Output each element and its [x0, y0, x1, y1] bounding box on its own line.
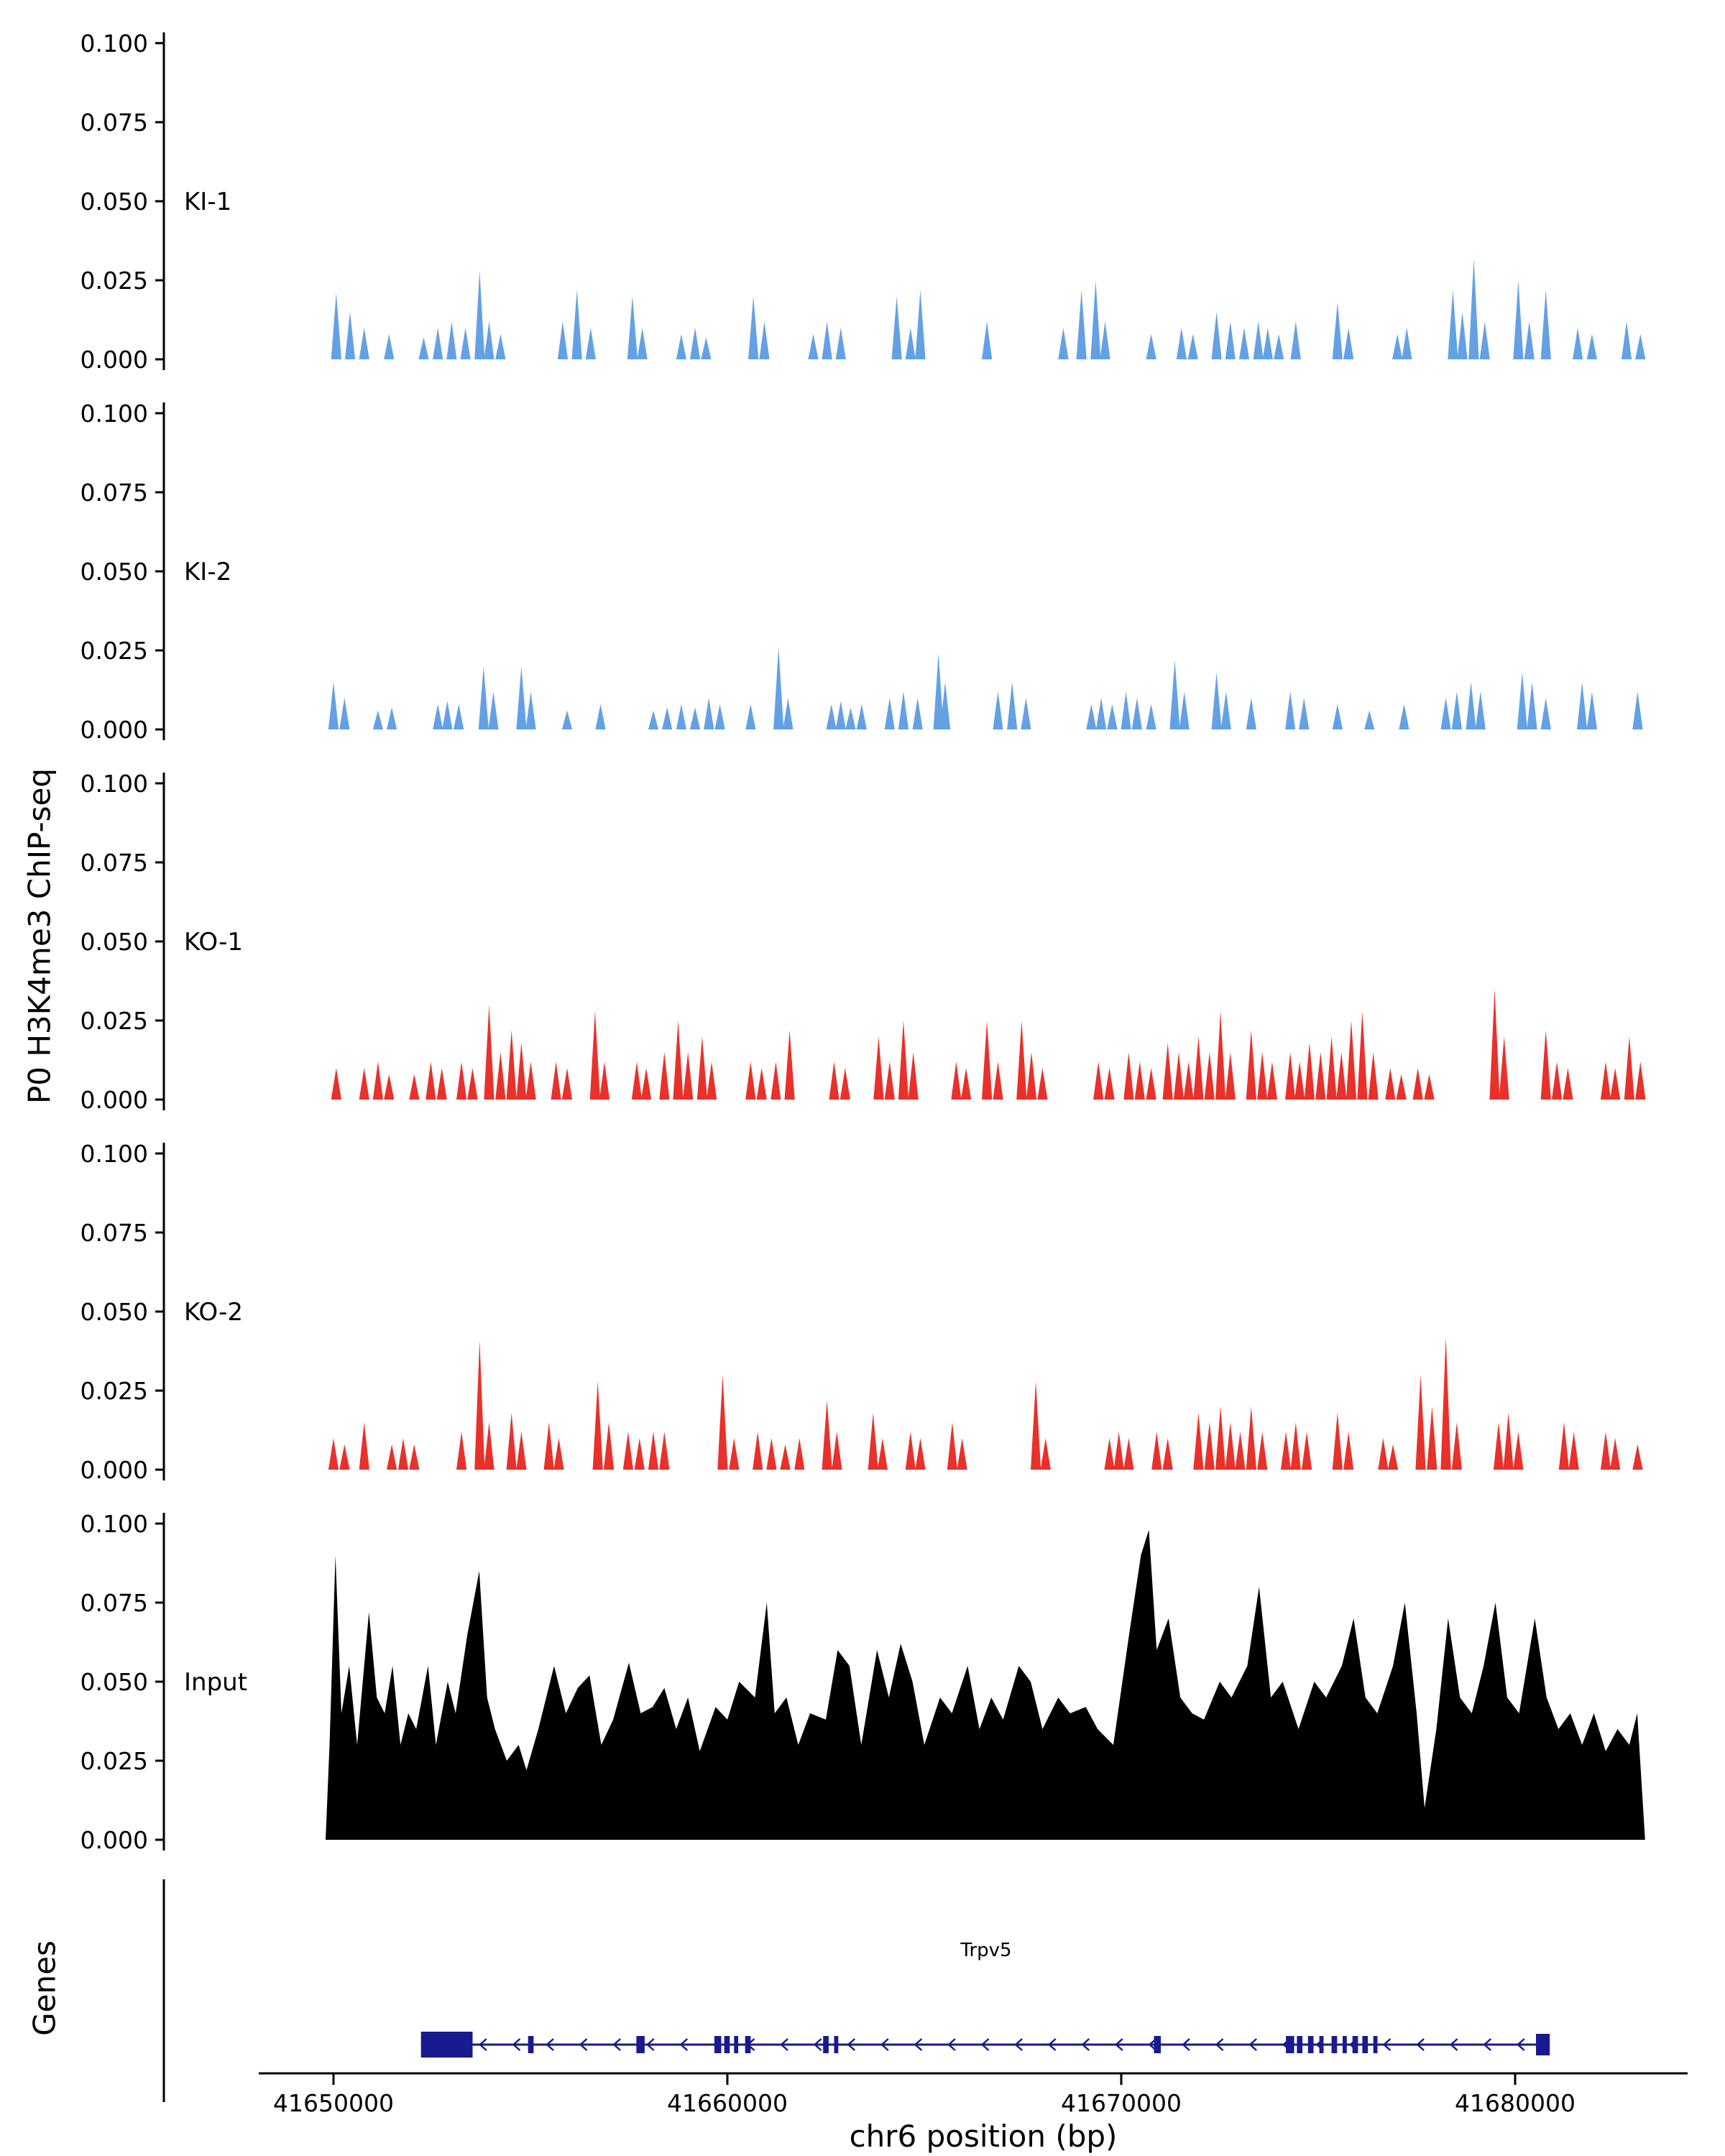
strand-arrow-icon: [1416, 2038, 1425, 2051]
gene-exon: [636, 2036, 645, 2053]
strand-arrow-icon: [512, 2038, 521, 2051]
y-tick-label: 0.000: [80, 1086, 148, 1114]
y-axis-title: P0 H3K4me3 ChIP-seq: [22, 768, 58, 1105]
x-axis: 41650000 41660000 41670000 41680000: [259, 2072, 1688, 2117]
gene-exon: [1297, 2036, 1303, 2053]
y-tick-label: 0.025: [80, 267, 148, 295]
gene-exon: [1343, 2036, 1347, 2053]
gene-exon: [528, 2036, 534, 2053]
y-tick-label: 0.075: [80, 1589, 148, 1617]
y-tick-label: 0.000: [80, 1826, 148, 1854]
strand-arrow-icon: [1014, 2038, 1023, 2051]
strand-arrow-icon: [612, 2038, 622, 2051]
y-tick-label: 0.000: [80, 716, 148, 744]
signal-area-KI-2: [328, 647, 1643, 729]
track-label: KO-1: [184, 928, 243, 957]
gene-exon: [1373, 2036, 1378, 2053]
gene-exon: [1319, 2036, 1324, 2053]
strand-arrow-icon: [645, 2038, 655, 2051]
gene-exon: [745, 2036, 751, 2053]
y-tick-label: 0.025: [80, 637, 148, 665]
strand-arrow-icon: [880, 2038, 889, 2051]
strand-arrow-icon: [1483, 2038, 1492, 2051]
strand-arrow-icon: [1081, 2038, 1090, 2051]
gene-exon: [1352, 2036, 1358, 2053]
strand-arrow-icon: [1215, 2038, 1224, 2051]
y-tick-label: 0.100: [80, 400, 148, 428]
y-tick-label: 0.050: [80, 188, 148, 216]
strand-arrow-icon: [1182, 2038, 1190, 2051]
y-tick-label: 0.000: [80, 346, 148, 374]
y-tick-label: 0.100: [80, 770, 148, 798]
strand-arrow-icon: [780, 2038, 788, 2051]
gene-exon: [834, 2036, 839, 2053]
y-tick-label: 0.075: [80, 849, 148, 877]
x-axis-title: chr6 position (bp): [849, 2119, 1118, 2154]
gene-exon: [1362, 2036, 1368, 2053]
strand-arrow-icon: [579, 2038, 588, 2051]
strand-arrow-icon: [679, 2038, 689, 2051]
y-tick-label: 0.075: [80, 109, 148, 137]
strand-arrow-icon: [1516, 2038, 1525, 2051]
strand-arrow-icon: [1114, 2038, 1123, 2051]
track-label: KI-1: [184, 188, 231, 216]
track-label: KI-2: [184, 558, 231, 586]
y-tick-label: 0.075: [80, 1219, 148, 1247]
track-KO-2: 0.000 0.025 0.050 0.075 0.100 KO-2: [80, 1140, 1643, 1484]
y-tick-label: 0.025: [80, 1747, 148, 1775]
signal-area-Input: [326, 1529, 1645, 1840]
x-tick-label: 41670000: [1061, 2089, 1182, 2117]
y-tick-label: 0.100: [80, 1140, 148, 1168]
gene-exon: [734, 2036, 739, 2053]
y-tick-label: 0.000: [80, 1456, 148, 1484]
x-tick-label: 41650000: [273, 2089, 394, 2117]
gene-exon: [1154, 2036, 1162, 2053]
x-tick-label: 41680000: [1455, 2089, 1576, 2117]
track-Input: 0.000 0.025 0.050 0.075 0.100 Input: [80, 1510, 1645, 1854]
genes-axis-title: Genes: [27, 1940, 63, 2036]
gene-exon: [724, 2036, 730, 2053]
strand-arrow-icon: [980, 2038, 990, 2051]
strand-arrow-icon: [1449, 2038, 1458, 2051]
strand-arrow-icon: [1148, 2038, 1157, 2051]
genes-track: Trpv5: [162, 1879, 1550, 2102]
gene-exon: [1331, 2036, 1338, 2053]
x-tick-label: 41660000: [667, 2089, 788, 2117]
signal-area-KI-1: [331, 258, 1646, 359]
y-tick-label: 0.075: [80, 479, 148, 507]
strand-arrow-icon: [1047, 2038, 1057, 2051]
gene-exon: [1536, 2034, 1550, 2055]
strand-arrow-icon: [1382, 2038, 1392, 2051]
strand-arrow-icon: [1248, 2038, 1258, 2051]
track-label: Input: [184, 1668, 247, 1697]
strand-arrow-icon: [947, 2038, 956, 2051]
gene-name-label: Trpv5: [960, 1940, 1011, 1961]
track-KI-1: 0.000 0.025 0.050 0.075 0.100 KI-1: [80, 29, 1646, 374]
y-tick-label: 0.050: [80, 558, 148, 586]
gene-exon: [420, 2032, 473, 2058]
y-tick-label: 0.050: [80, 928, 148, 956]
gene-exon: [823, 2036, 829, 2053]
y-tick-label: 0.050: [80, 1298, 148, 1326]
strand-arrow-icon: [813, 2038, 822, 2051]
y-tick-label: 0.100: [80, 1510, 148, 1538]
track-KI-2: 0.000 0.025 0.050 0.075 0.100 KI-2: [80, 400, 1643, 744]
strand-arrow-icon: [546, 2038, 554, 2051]
strand-arrow-icon: [478, 2038, 487, 2051]
signal-area-KO-2: [328, 1337, 1643, 1470]
gene-exon: [1307, 2036, 1314, 2053]
y-tick-label: 0.025: [80, 1377, 148, 1405]
strand-arrow-icon: [914, 2038, 923, 2051]
track-KO-1: 0.000 0.025 0.050 0.075 0.100 KO-1: [80, 770, 1646, 1114]
gene-exon: [714, 2036, 722, 2053]
signal-area-KO-1: [331, 989, 1646, 1100]
y-tick-label: 0.050: [80, 1668, 148, 1696]
gene-exon: [1286, 2036, 1294, 2053]
track-label: KO-2: [184, 1298, 243, 1327]
y-tick-label: 0.025: [80, 1007, 148, 1035]
y-tick-label: 0.100: [80, 29, 148, 57]
strand-arrow-icon: [847, 2038, 856, 2051]
